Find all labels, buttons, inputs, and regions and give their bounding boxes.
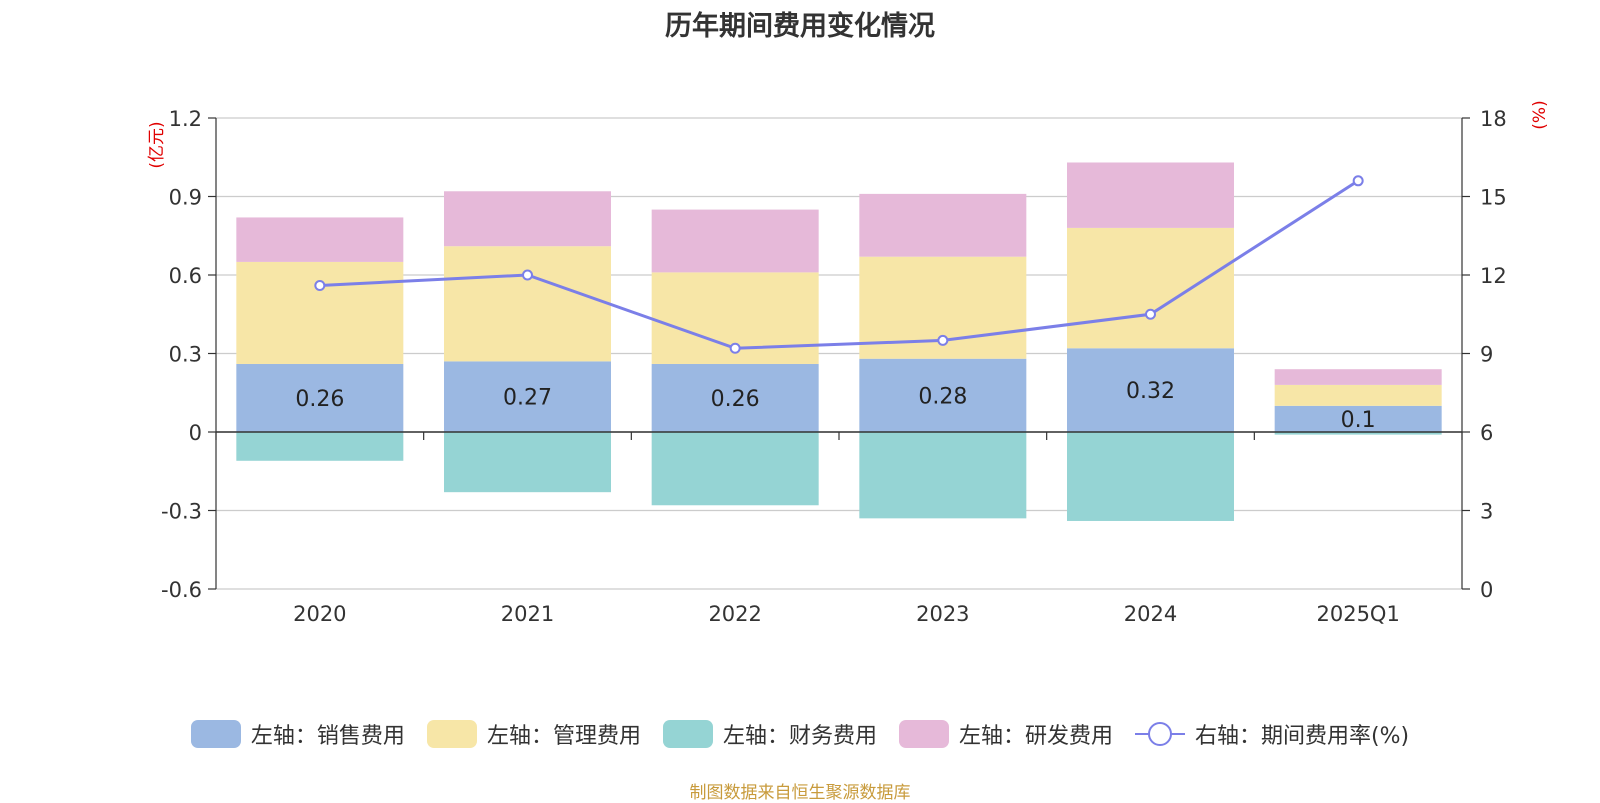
- x-tick-label: 2022: [708, 602, 761, 626]
- data-label: 0.26: [295, 387, 344, 412]
- x-tick-label: 2024: [1124, 602, 1177, 626]
- bar-segment: [1274, 384, 1442, 406]
- legend-item[interactable]: 左轴：财务费用: [662, 718, 877, 750]
- legend-item[interactable]: 左轴：销售费用: [190, 718, 405, 750]
- bar-segment: [1274, 369, 1442, 385]
- right-tick-label: 0: [1480, 578, 1493, 602]
- bar-segment: [444, 246, 611, 362]
- legend-swatch: [426, 720, 477, 748]
- bar-segment: [1274, 405, 1442, 432]
- data-label: 0.27: [503, 386, 552, 411]
- bar-segment: [444, 432, 611, 493]
- bar-segment: [1067, 227, 1234, 349]
- left-tick-label: -0.6: [161, 578, 202, 602]
- left-tick-label: 0.3: [169, 343, 202, 367]
- rate-point: [1352, 175, 1364, 187]
- left-tick-label: 0.9: [169, 186, 202, 210]
- legend-label: 左轴：销售费用: [250, 724, 405, 749]
- bar-segment: [1067, 162, 1234, 228]
- bar-segment: [236, 261, 404, 364]
- bar-segment: [1067, 348, 1234, 432]
- chart-title: 历年期间费用变化情况: [665, 11, 935, 42]
- bar-segment: [859, 358, 1027, 432]
- bar-segment: [651, 363, 819, 432]
- bar-segment: [444, 361, 611, 432]
- bar-segment: [444, 191, 611, 247]
- bar-segment: [236, 432, 404, 461]
- bar-segment: [236, 363, 404, 432]
- right-tick-label: 6: [1480, 421, 1493, 445]
- right-tick-label: 3: [1480, 500, 1493, 524]
- left-axis-unit: (亿元): [147, 121, 167, 168]
- legend-swatch: [190, 720, 241, 748]
- rate-line: [319, 179, 1359, 350]
- legend-label: 右轴：期间费用率(%): [1194, 724, 1410, 749]
- right-tick-label: 18: [1480, 107, 1507, 131]
- legend-swatch: [662, 720, 713, 748]
- left-tick-label: 0.6: [169, 264, 202, 288]
- legend-swatch: [898, 720, 949, 748]
- legend-label: 左轴：管理费用: [486, 724, 641, 749]
- bar-segment: [236, 217, 404, 262]
- bar-segment: [859, 193, 1027, 257]
- legend-item[interactable]: 右轴：期间费用率(%): [1134, 718, 1410, 750]
- right-tick-label: 12: [1480, 264, 1507, 288]
- source-note: 制图数据来自恒生聚源数据库: [689, 783, 911, 803]
- x-tick-label: 2020: [293, 602, 346, 626]
- x-tick-label: 2025Q1: [1316, 602, 1399, 626]
- rate-point: [937, 334, 949, 346]
- bar-segment: [859, 432, 1027, 519]
- x-tick-label: 2023: [916, 602, 969, 626]
- legend-label: 左轴：研发费用: [958, 724, 1113, 749]
- rate-point: [1145, 308, 1156, 320]
- bar-segment: [651, 209, 819, 273]
- left-tick-label: 0: [189, 421, 202, 445]
- bar-segment: [651, 432, 819, 506]
- rate-point: [314, 279, 326, 291]
- bar-segment: [1274, 432, 1442, 435]
- data-label: 0.1: [1341, 408, 1376, 433]
- legend: 左轴：销售费用 左轴：管理费用 左轴：财务费用 左轴：研发费用 右轴：期间费用率(%): [0, 718, 1600, 750]
- right-tick-label: 9: [1480, 343, 1493, 367]
- data-label: 0.26: [711, 387, 760, 412]
- right-tick-label: 15: [1480, 186, 1507, 210]
- data-label: 0.32: [1126, 379, 1175, 404]
- right-axis-unit: (%): [1530, 100, 1550, 129]
- rate-point: [522, 269, 533, 281]
- legend-label: 左轴：财务费用: [722, 724, 877, 749]
- left-tick-label: 1.2: [169, 107, 202, 131]
- left-tick-label: -0.3: [161, 500, 202, 524]
- x-tick-label: 2021: [501, 602, 554, 626]
- legend-line-marker-icon: [1134, 722, 1185, 746]
- legend-item[interactable]: 左轴：研发费用: [898, 718, 1113, 750]
- rate-point: [729, 342, 741, 354]
- bar-segment: [1067, 432, 1234, 521]
- data-label: 0.28: [918, 384, 967, 409]
- legend-item[interactable]: 左轴：管理费用: [426, 718, 641, 750]
